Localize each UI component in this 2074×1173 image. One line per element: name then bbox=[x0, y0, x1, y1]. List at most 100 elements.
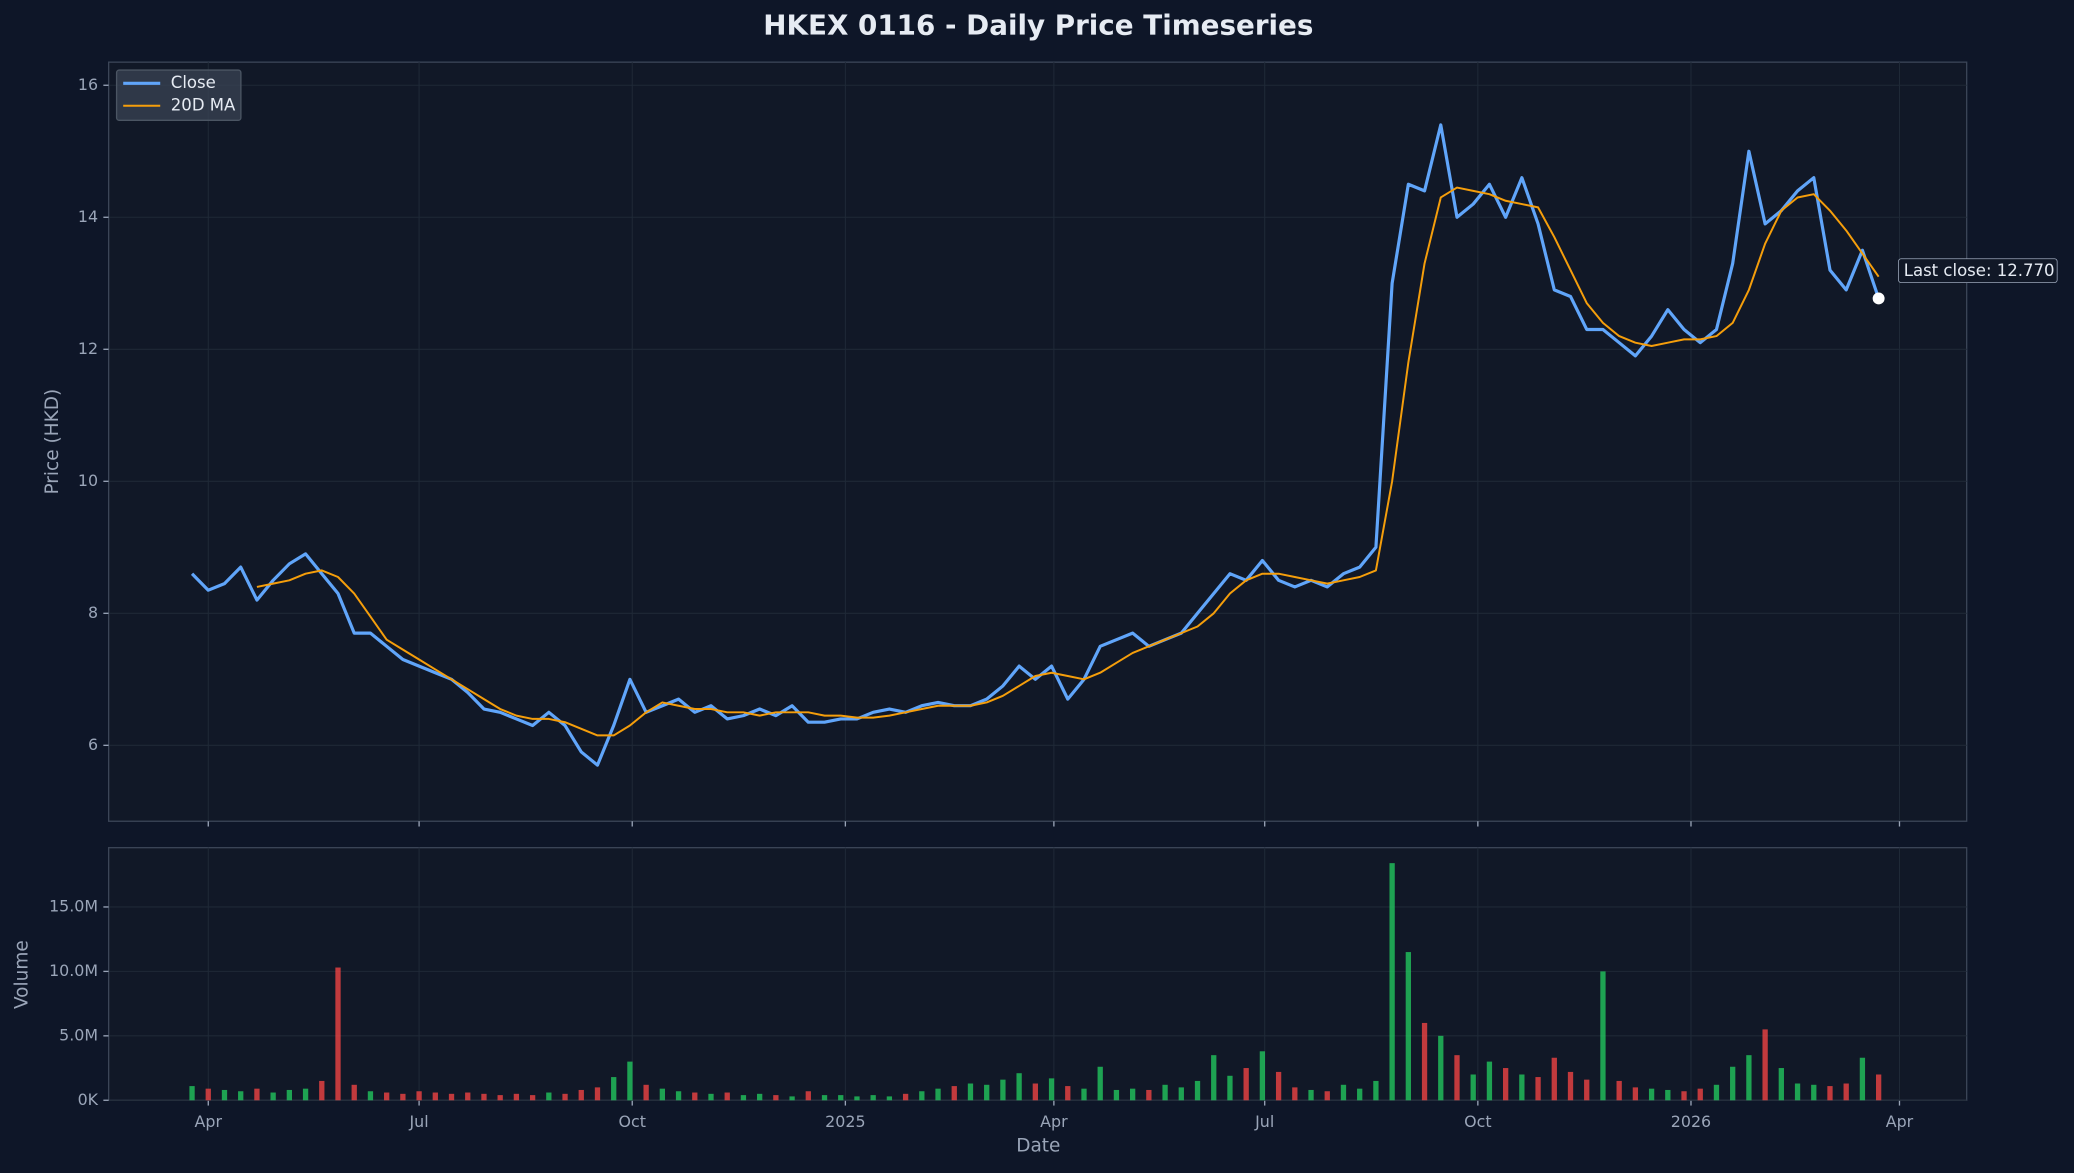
volume-bar bbox=[286, 1089, 293, 1101]
volume-bar bbox=[692, 1092, 698, 1101]
volume-bar bbox=[205, 1088, 211, 1101]
volume-bar bbox=[400, 1093, 406, 1101]
volume-bar bbox=[870, 1095, 876, 1101]
volume-bar bbox=[481, 1093, 487, 1101]
volume-bar bbox=[1340, 1084, 1347, 1101]
volume-bar bbox=[1567, 1071, 1574, 1101]
volume-bar bbox=[1859, 1057, 1866, 1101]
volume-bar bbox=[546, 1092, 552, 1101]
volume-bar bbox=[1827, 1086, 1833, 1101]
volume-bar bbox=[1778, 1068, 1784, 1101]
volume-bar bbox=[254, 1088, 260, 1101]
volume-bar bbox=[854, 1096, 860, 1101]
volume-bar bbox=[1178, 1087, 1184, 1101]
volume-bar bbox=[1535, 1077, 1541, 1101]
volume-bar bbox=[951, 1086, 957, 1101]
y-axis-label: Volume bbox=[12, 940, 33, 1009]
volume-bar bbox=[611, 1077, 617, 1101]
volume-bar bbox=[1454, 1055, 1460, 1101]
volume-bar bbox=[805, 1091, 811, 1101]
y-tick-label: 10.0M bbox=[49, 961, 98, 980]
volume-bar bbox=[562, 1093, 568, 1101]
volume-bar bbox=[1113, 1089, 1120, 1101]
volume-bar bbox=[302, 1088, 309, 1101]
volume-bar bbox=[919, 1091, 925, 1101]
volume-bar bbox=[724, 1092, 730, 1101]
volume-bar bbox=[1130, 1088, 1136, 1101]
volume-bar bbox=[1000, 1079, 1006, 1101]
x-tick-label: Apr bbox=[1886, 1112, 1914, 1131]
x-tick-label: Apr bbox=[1040, 1112, 1068, 1131]
volume-bar bbox=[1502, 1068, 1509, 1101]
volume-bar bbox=[270, 1092, 276, 1101]
volume-bar bbox=[1843, 1083, 1849, 1101]
volume-bar bbox=[189, 1086, 195, 1101]
volume-bar bbox=[627, 1061, 633, 1101]
legend-label: Close bbox=[171, 73, 216, 92]
volume-bar bbox=[1048, 1078, 1055, 1101]
volume-bar bbox=[1405, 952, 1411, 1101]
volume-bar bbox=[1438, 1035, 1444, 1101]
volume-bar bbox=[594, 1087, 601, 1101]
volume-bar bbox=[838, 1095, 844, 1101]
volume-bar bbox=[1811, 1084, 1817, 1101]
volume-bar bbox=[1794, 1083, 1801, 1101]
volume-bar bbox=[529, 1095, 536, 1101]
volume-bar bbox=[1373, 1080, 1379, 1101]
y-tick-label: 10 bbox=[78, 471, 98, 490]
volume-bar bbox=[773, 1095, 779, 1101]
x-tick-label: Jul bbox=[1254, 1112, 1274, 1131]
volume-bar bbox=[432, 1092, 438, 1101]
volume-bar bbox=[675, 1091, 682, 1101]
volume-bar bbox=[1697, 1088, 1703, 1101]
x-tick-label: Oct bbox=[619, 1112, 646, 1131]
volume-bar bbox=[1292, 1087, 1298, 1101]
price-axes bbox=[107, 61, 1968, 822]
volume-bar bbox=[821, 1095, 828, 1101]
volume-bar bbox=[1308, 1089, 1314, 1101]
y-tick-label: 8 bbox=[88, 603, 98, 622]
volume-bar bbox=[1600, 971, 1606, 1101]
volume-bar bbox=[1016, 1073, 1022, 1101]
y-tick-label: 6 bbox=[88, 735, 98, 754]
volume-bar bbox=[497, 1095, 503, 1101]
volume-bar bbox=[708, 1093, 714, 1101]
chart-title: HKEX 0116 - Daily Price Timeseries bbox=[763, 8, 1313, 41]
volume-bar bbox=[1162, 1084, 1168, 1101]
overlay: Last close: 12.770 Close 20D MA bbox=[115, 69, 2058, 305]
volume-bar bbox=[238, 1091, 244, 1101]
annotation: Last close: 12.770 bbox=[1904, 261, 2055, 280]
volume-bar bbox=[1194, 1080, 1201, 1101]
x-axis-label: Date bbox=[1016, 1136, 1060, 1157]
volume-bar bbox=[335, 967, 341, 1101]
volume-bar bbox=[1421, 1022, 1428, 1101]
volume-bar bbox=[1648, 1088, 1655, 1101]
y-tick-label: 16 bbox=[78, 75, 98, 94]
volume-bar bbox=[1211, 1055, 1217, 1101]
volume-bar bbox=[319, 1080, 325, 1101]
volume-bar bbox=[221, 1089, 228, 1101]
volume-bar bbox=[351, 1084, 357, 1101]
volume-bar bbox=[1875, 1074, 1882, 1101]
volume-bar bbox=[1243, 1068, 1249, 1101]
volume-bar bbox=[416, 1091, 422, 1101]
grid: Apr Jul Oct 2025 Apr Jul Oct 2026 Apr 6 8 10 12 14 16 0… bbox=[49, 62, 1967, 1131]
volume-bar bbox=[1551, 1057, 1557, 1101]
volume-bar bbox=[1632, 1087, 1639, 1101]
y-tick-label: 5.0M bbox=[59, 1025, 98, 1044]
volume-bar bbox=[1665, 1089, 1671, 1101]
volume-bar bbox=[1681, 1091, 1687, 1101]
x-tick-label: 2026 bbox=[1671, 1112, 1711, 1131]
volume-bar bbox=[967, 1083, 974, 1101]
volume-bar bbox=[465, 1092, 471, 1101]
volume-bar bbox=[886, 1096, 893, 1101]
volume-bar bbox=[1097, 1066, 1103, 1101]
x-tick-label: Jul bbox=[409, 1112, 429, 1131]
volume-bar bbox=[643, 1084, 649, 1101]
volume-bar bbox=[1259, 1051, 1266, 1101]
volume-bar bbox=[384, 1092, 390, 1101]
legend-label: 20D MA bbox=[171, 95, 236, 114]
marks bbox=[189, 123, 1882, 1101]
